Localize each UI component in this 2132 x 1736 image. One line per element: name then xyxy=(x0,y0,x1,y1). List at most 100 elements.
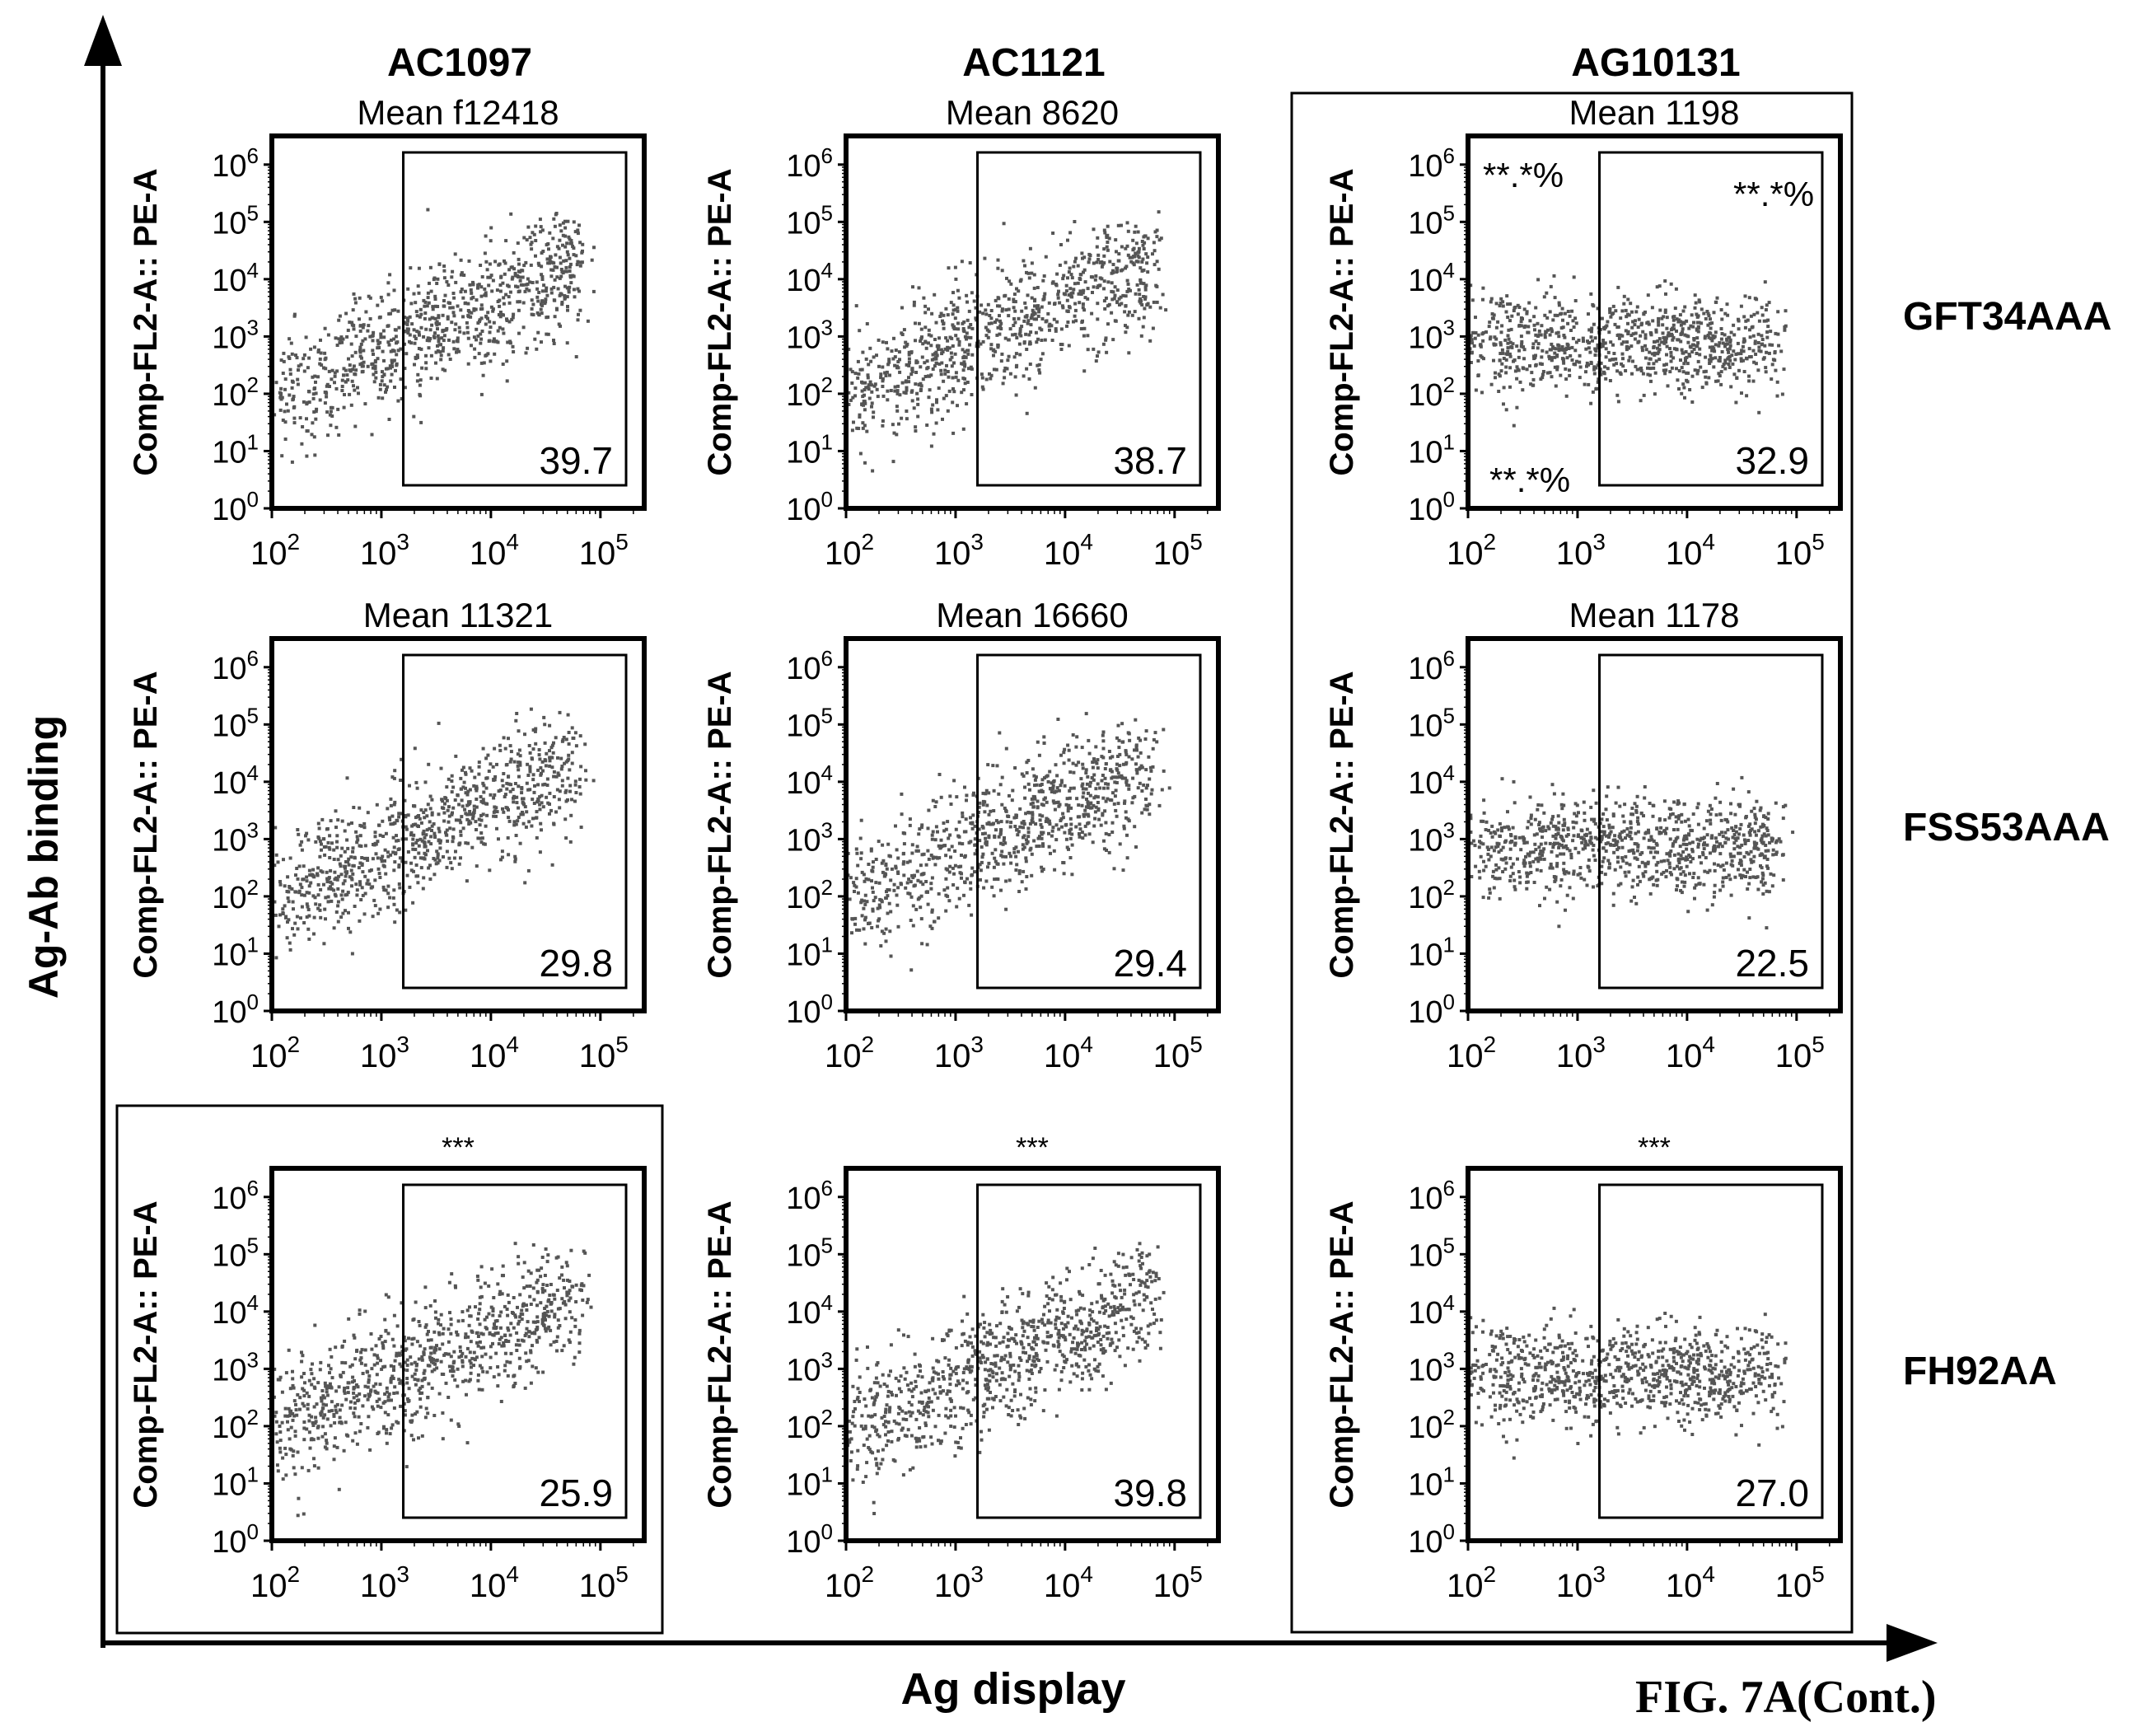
data-point xyxy=(1040,788,1044,793)
data-point xyxy=(865,322,869,325)
data-point xyxy=(1033,386,1037,390)
data-point xyxy=(1078,832,1081,835)
data-point xyxy=(972,791,975,795)
data-point xyxy=(916,849,920,853)
data-point xyxy=(934,352,938,356)
data-point xyxy=(953,265,957,269)
data-point xyxy=(568,768,572,772)
data-point xyxy=(1616,400,1620,404)
data-point xyxy=(1687,326,1691,330)
data-point xyxy=(384,831,388,835)
data-point xyxy=(926,890,929,894)
data-point xyxy=(373,841,377,845)
data-point xyxy=(545,332,549,336)
data-point xyxy=(895,389,900,393)
data-point xyxy=(1121,868,1125,873)
data-point xyxy=(1069,292,1073,296)
data-point xyxy=(1667,331,1671,335)
data-point xyxy=(436,853,440,857)
data-point xyxy=(1723,361,1728,365)
data-point xyxy=(905,417,909,421)
data-point xyxy=(861,381,865,385)
data-point xyxy=(479,337,484,341)
data-point xyxy=(384,888,388,892)
data-point xyxy=(929,444,933,448)
data-point xyxy=(1661,331,1665,335)
data-point xyxy=(472,784,476,788)
data-point xyxy=(866,385,870,389)
data-point xyxy=(1515,344,1519,349)
data-point xyxy=(340,378,344,382)
data-point xyxy=(952,872,956,876)
data-point xyxy=(1134,845,1138,849)
data-point xyxy=(992,865,996,869)
data-point xyxy=(567,731,571,734)
data-point xyxy=(278,408,283,412)
data-point xyxy=(307,400,311,405)
data-point xyxy=(961,329,965,333)
data-point xyxy=(1592,372,1597,376)
data-point xyxy=(1742,370,1746,373)
data-point xyxy=(929,882,933,886)
data-point xyxy=(389,349,393,353)
data-point xyxy=(1114,808,1118,812)
data-point xyxy=(1086,287,1090,291)
data-point xyxy=(1116,223,1120,227)
data-point xyxy=(1656,346,1659,350)
data-point xyxy=(411,847,415,851)
data-point xyxy=(1066,238,1069,242)
data-point xyxy=(856,891,860,895)
data-point xyxy=(573,731,577,735)
data-point xyxy=(910,873,914,877)
data-point xyxy=(1129,260,1134,264)
data-point xyxy=(930,410,934,414)
data-point xyxy=(1014,393,1018,397)
data-point xyxy=(886,363,891,367)
data-point xyxy=(1648,367,1653,371)
data-point xyxy=(874,881,878,885)
data-point xyxy=(1017,289,1021,293)
data-point xyxy=(868,380,872,384)
data-point xyxy=(897,422,900,426)
data-point xyxy=(362,349,366,353)
data-point xyxy=(853,386,858,391)
data-point xyxy=(1125,833,1129,837)
data-point xyxy=(483,251,487,255)
data-point xyxy=(1690,350,1695,354)
data-point xyxy=(559,229,563,233)
data-point xyxy=(1018,825,1022,829)
data-point xyxy=(404,860,408,864)
data-point xyxy=(989,309,994,312)
data-point xyxy=(1000,352,1004,356)
data-point xyxy=(472,808,476,812)
data-point xyxy=(1083,833,1087,837)
data-point xyxy=(448,358,452,361)
data-point xyxy=(920,823,924,827)
data-point xyxy=(992,353,995,358)
data-point xyxy=(863,915,867,919)
data-point xyxy=(963,785,966,789)
data-point xyxy=(1058,301,1062,305)
data-point xyxy=(956,288,960,292)
data-point xyxy=(869,847,873,851)
data-point xyxy=(914,849,919,853)
data-point xyxy=(379,295,383,299)
data-point xyxy=(934,362,938,365)
data-point xyxy=(454,322,458,326)
data-point xyxy=(1036,314,1040,318)
data-point xyxy=(535,295,540,299)
data-point xyxy=(424,327,428,331)
data-point xyxy=(367,294,371,298)
data-point xyxy=(926,902,930,906)
data-point xyxy=(1065,298,1069,302)
data-point xyxy=(386,850,390,854)
data-point xyxy=(439,353,443,358)
data-point xyxy=(459,258,463,262)
data-point xyxy=(857,372,861,376)
data-point xyxy=(1657,348,1662,352)
data-point xyxy=(430,798,434,802)
data-point xyxy=(1663,311,1667,314)
data-point xyxy=(1622,294,1626,298)
data-point xyxy=(567,288,571,292)
data-point xyxy=(577,785,582,788)
